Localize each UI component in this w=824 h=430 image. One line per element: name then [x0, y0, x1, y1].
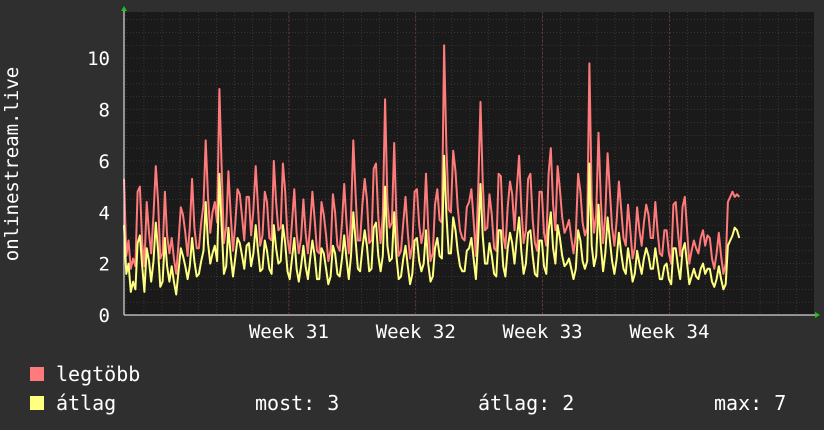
x-tick-label: Week 34 — [629, 321, 709, 343]
series-line-0 — [123, 44, 741, 275]
legend-item-atlag: átlag — [30, 391, 116, 415]
x-tick-label: Week 33 — [503, 321, 583, 343]
legend-item-legtobb: legtöbb — [30, 362, 140, 386]
y-axis-arrow — [121, 6, 127, 11]
x-axis-arrow — [815, 312, 820, 318]
x-tick-label: Week 31 — [249, 321, 329, 343]
y-tick-label: 10 — [87, 48, 110, 70]
y-tick-label: 4 — [99, 202, 110, 224]
x-tick-label: Week 32 — [376, 321, 456, 343]
legend-swatch-atlag — [30, 396, 44, 410]
stat-most: most: 3 — [255, 391, 340, 415]
y-tick-label: 8 — [99, 100, 110, 122]
legend-label-atlag: átlag — [56, 391, 117, 415]
stat-atlag: átlag: 2 — [478, 391, 575, 415]
legend-label-legtobb: legtöbb — [56, 362, 141, 386]
series-line-1 — [123, 154, 741, 296]
y-tick-label: 6 — [99, 151, 110, 173]
y-tick-label: 2 — [99, 254, 110, 276]
y-tick-label: 0 — [99, 305, 110, 327]
legend-swatch-legtobb — [30, 367, 44, 381]
stat-max: max: 7 — [714, 391, 787, 415]
y-axis-label: onlinestream.live — [1, 67, 23, 261]
axes: 0 2 4 6 8 10 Week 31 Week 32 Week 33 Week 34 — [87, 6, 820, 343]
plot-area — [124, 12, 814, 315]
series-group — [123, 44, 741, 296]
